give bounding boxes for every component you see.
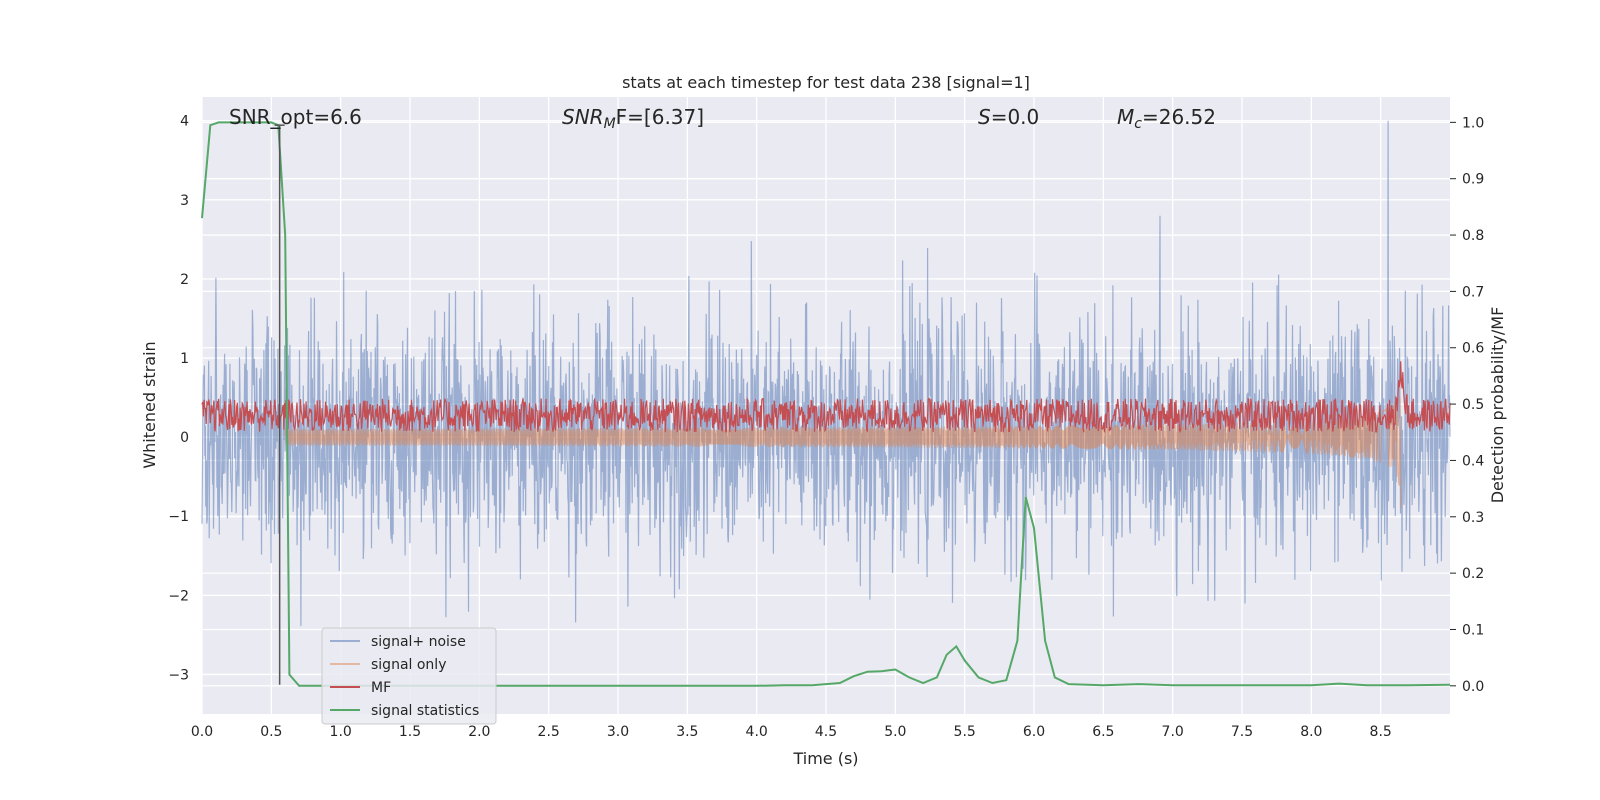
- x-tick-label: 6.0: [1023, 724, 1045, 740]
- x-tick-label: 7.0: [1162, 724, 1184, 740]
- series-signal-noise-line: [201, 120, 1451, 627]
- legend-label-signal-noise: signal+ noise: [371, 634, 466, 650]
- x-tick-label: 6.5: [1092, 724, 1114, 740]
- x-tick-label: 0.0: [191, 724, 213, 740]
- y-right-tick-label: 0.4: [1462, 453, 1484, 469]
- annotation-snr-mf: SNRMF=[6.37]: [562, 105, 704, 132]
- y-right-tick-label: 0.3: [1462, 510, 1484, 526]
- x-tick-label: 3.5: [676, 724, 698, 740]
- y-right-tick-label: 0.9: [1462, 172, 1484, 188]
- x-tick-label: 8.0: [1300, 724, 1322, 740]
- legend-box: [321, 627, 497, 725]
- x-tick-label: 3.0: [607, 724, 629, 740]
- annotation-mc: Mc=26.52: [1117, 105, 1216, 132]
- annotation-s: S=0.0: [978, 105, 1039, 129]
- x-tick-label: 8.5: [1370, 724, 1392, 740]
- annotation-mc-symbol: M: [1117, 105, 1134, 129]
- x-tick-label: 4.0: [746, 724, 768, 740]
- y-right-tick-label: 0.5: [1462, 397, 1484, 413]
- x-tick-label: 2.0: [468, 724, 490, 740]
- y-left-tick-label: −3: [168, 667, 189, 683]
- x-tick-label: 2.5: [538, 724, 560, 740]
- y-left-tick-label: 4: [180, 114, 189, 130]
- chart-title: stats at each timestep for test data 238…: [622, 73, 1030, 92]
- x-tick-label: 1.0: [330, 724, 352, 740]
- y-right-tick-label: 0.1: [1462, 622, 1484, 638]
- y-left-tick-label: −2: [168, 588, 189, 604]
- x-tick-label: 1.5: [399, 724, 421, 740]
- y-left-tick-label: −1: [168, 509, 189, 525]
- legend-label-signal-only: signal only: [371, 657, 446, 673]
- y-right-tick-label: 0.6: [1462, 341, 1484, 357]
- annotation-snr-mf-symbol: SNR: [562, 105, 604, 129]
- y-right-tick-label: 0.8: [1462, 228, 1484, 244]
- y-left-tick-label: 2: [180, 272, 189, 288]
- x-tick-label: 0.5: [260, 724, 282, 740]
- annotation-mc-value: =26.52: [1142, 105, 1216, 129]
- legend-label-mf: MF: [371, 680, 391, 696]
- y-right-tick-label: 0.7: [1462, 284, 1484, 300]
- annotation-snr-opt: SNR_opt=6.6: [229, 105, 362, 129]
- y-right-tick-label: 1.0: [1462, 115, 1484, 131]
- y-right-tick-label: 0.0: [1462, 679, 1484, 695]
- y-left-tick-label: 3: [180, 193, 189, 209]
- y-left-axis-ticks: 4 3 2 1 0 −1 −2 −3: [168, 114, 189, 684]
- series-layer: [201, 120, 1451, 687]
- annotation-snr-mf-subscript: M: [604, 116, 616, 132]
- annotation-s-value: =0.0: [991, 105, 1040, 129]
- x-tick-label: 5.5: [954, 724, 976, 740]
- y-right-tick-label: 0.2: [1462, 566, 1484, 582]
- annotation-snr-mf-value: F=[6.37]: [616, 105, 704, 129]
- series-signal-only-line: [284, 397, 1402, 508]
- y-right-axis-ticks: 1.0 0.9 0.8 0.7 0.6 0.5 0.4 0.3 0.2 0.1 0.0: [1450, 115, 1484, 695]
- x-tick-label: 7.5: [1231, 724, 1253, 740]
- x-axis-ticks: 0.0 0.5 1.0 1.5 2.0 2.5 3.0 3.5 4.0 4.5 5.0 5.5 6.0 6…: [191, 724, 1392, 740]
- y-right-axis-label: Detection probability/MF: [1488, 307, 1507, 504]
- annotation-s-symbol: S: [978, 105, 991, 129]
- series-signal-statistics-line: [201, 121, 1451, 687]
- y-left-tick-label: 0: [180, 430, 189, 446]
- y-left-axis-label: Whitened strain: [140, 341, 159, 468]
- x-tick-label: 5.0: [884, 724, 906, 740]
- legend: signal+ noise signal only MF signal stat…: [321, 627, 497, 725]
- y-left-tick-label: 1: [180, 351, 189, 367]
- series-mf-line: [201, 361, 1451, 434]
- x-tick-label: 4.5: [815, 724, 837, 740]
- legend-label-signal-statistics: signal statistics: [371, 703, 479, 719]
- annotation-mc-subscript: c: [1134, 116, 1142, 132]
- x-axis-label: Time (s): [792, 749, 858, 768]
